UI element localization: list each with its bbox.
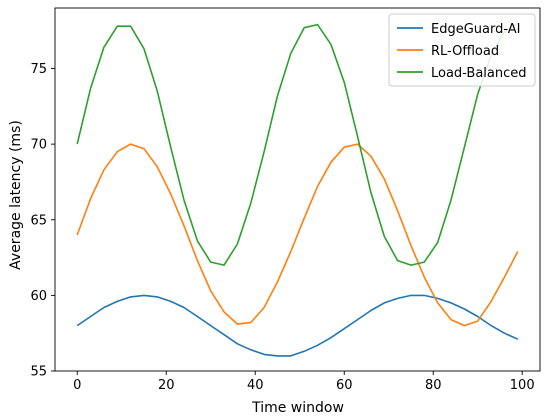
x-tick-label-20: 20 [158,378,175,393]
plot-area [76,22,519,357]
legend: EdgeGuard-AI RL-Offload Load-Balanced [388,13,536,87]
plot-frame [54,7,541,372]
y-axis-label: Average latency (ms) [8,120,24,270]
series-line-2 [76,22,519,266]
x-tick-label-0: 0 [73,378,81,393]
x-tick-label-80: 80 [425,378,442,393]
y-tick-label-75: 75 [30,62,47,77]
legend-label-1: RL-Offload [431,44,499,59]
y-tick-label-70: 70 [30,138,47,153]
x-axis-label: Time window [251,400,344,416]
series-line-1 [76,143,519,327]
x-tick-label-100: 100 [510,378,535,393]
legend-label-0: EdgeGuard-AI [431,22,521,37]
y-tick-label-60: 60 [30,289,47,304]
x-tick-label-60: 60 [336,378,353,393]
legend-label-2: Load-Balanced [431,66,527,81]
series-line-0 [76,294,519,357]
x-tick-label-40: 40 [247,378,264,393]
axes: 0 20 40 60 80 100 55 60 65 70 75 [30,7,541,393]
y-tick-label-55: 55 [30,365,47,380]
legend-box [388,13,536,87]
y-tick-label-65: 65 [30,213,47,228]
